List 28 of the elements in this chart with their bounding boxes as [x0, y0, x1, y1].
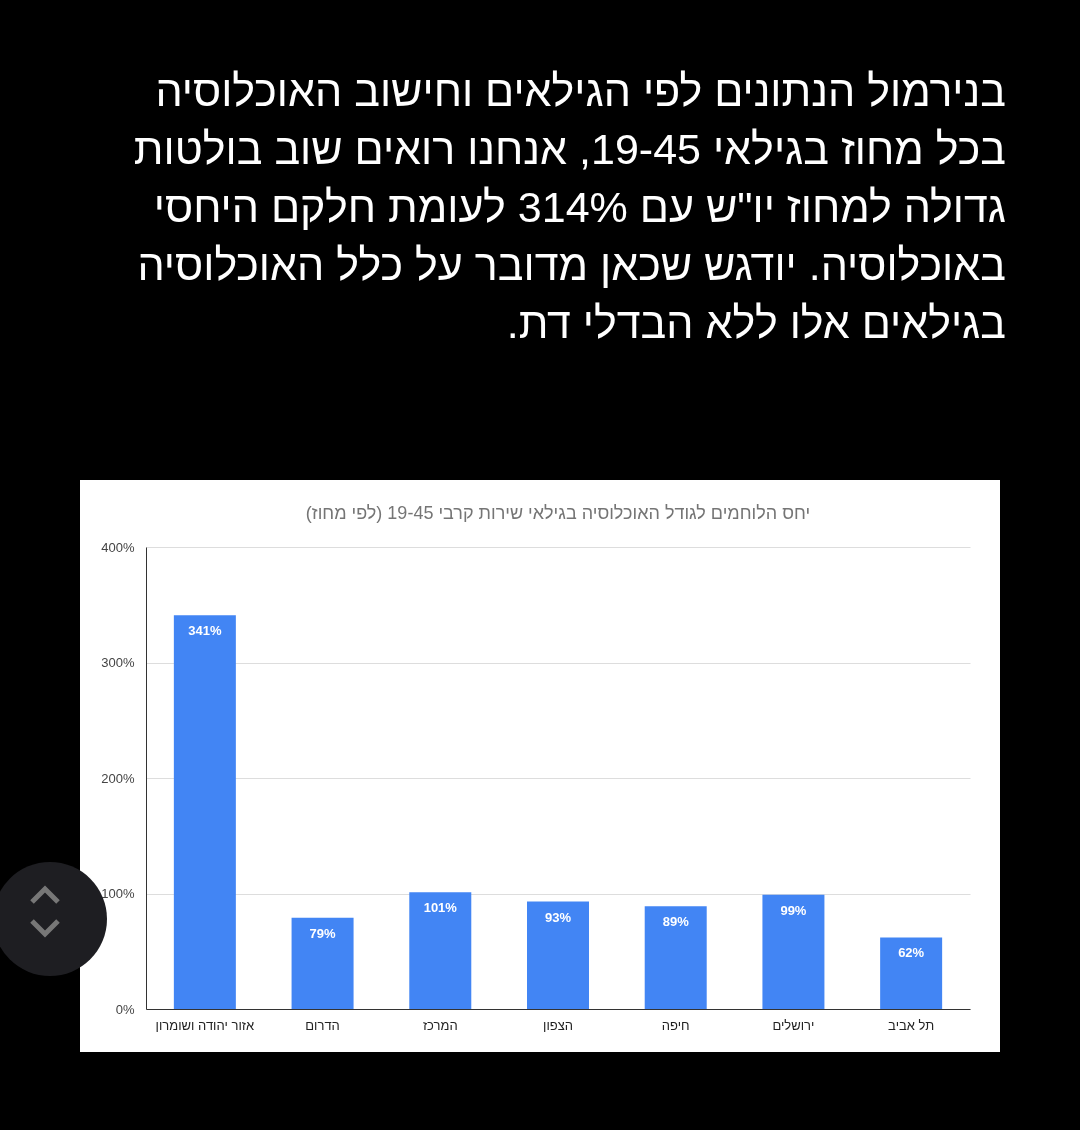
- x-tick-label: המרכז: [422, 1017, 458, 1033]
- text: בנירמול הנתונים לפי הגילאים וחישוב האוכלוסיה בכל מחוז בגילאי 19-45, אנחנו רואים שוב בולטות גדולה למחוז יו"ש עם 314% לעומת חלקם היחסי באוכלוסיה. יודגש שכאן מדובר על כלל האוכלוסיה בגילאים אלו ללא הבדלי דת.: [132, 66, 1006, 349]
- data-label: 79%: [309, 925, 337, 941]
- x-tick-label: הצפון: [542, 1017, 574, 1033]
- bar: [880, 937, 943, 1009]
- data-label: 93%: [544, 909, 572, 925]
- data-label: 341%: [188, 623, 222, 639]
- y-tick-label: 100%: [101, 886, 135, 901]
- data-label: 99%: [780, 902, 807, 918]
- x-tick-label: חיפה: [661, 1017, 690, 1033]
- y-tick-label: 200%: [101, 770, 135, 786]
- y-tick-label: 300%: [101, 655, 135, 670]
- data-label: 89%: [662, 914, 690, 930]
- chart-title: יחס הלוחמים לגודל האוכלוסיה בגילאי שירות קרבי 19-45 (לפי מחוז): [305, 503, 811, 523]
- bar: [409, 892, 472, 1009]
- data-label: 62%: [898, 945, 925, 961]
- y-tick-label: 0%: [115, 1001, 135, 1017]
- bar: [173, 615, 236, 1009]
- x-tick-label: תל אביב: [888, 1017, 935, 1033]
- bar: [291, 917, 354, 1009]
- bar: [527, 901, 589, 1009]
- x-tick-label: הדרום: [305, 1017, 340, 1033]
- x-tick-label: אזור יהודה ושומרון: [155, 1017, 255, 1033]
- x-tick-label: ירושלים: [772, 1017, 815, 1033]
- bar: [644, 906, 707, 1009]
- data-label: 101%: [423, 900, 458, 916]
- y-tick-label: 400%: [101, 539, 135, 555]
- bar: [762, 894, 825, 1009]
